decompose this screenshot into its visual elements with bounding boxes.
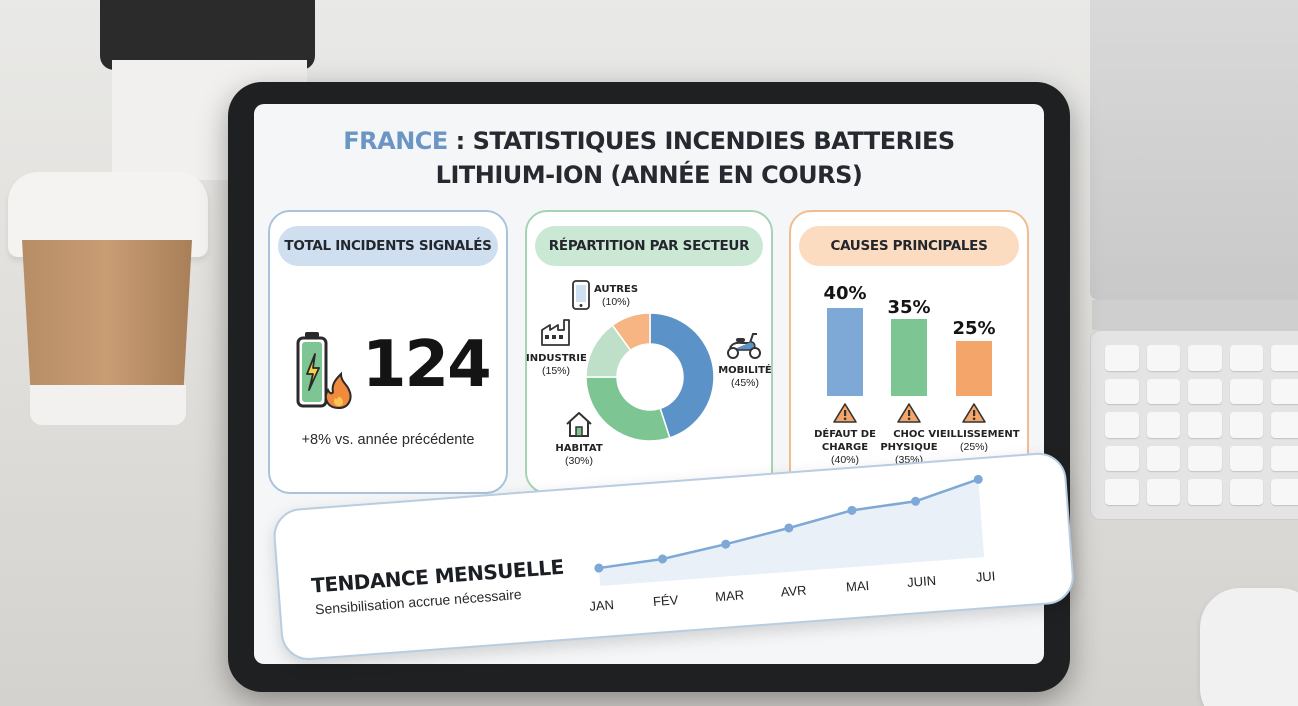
sector-label-mobilite: MOBILITÉ (45%) [714, 364, 776, 390]
cause-bar-vieillissement [956, 341, 992, 396]
factory-icon [541, 319, 570, 346]
phone-icon [572, 280, 590, 310]
title-line-2: LITHIUM-ION (ANNÉE EN COURS) [435, 161, 863, 189]
battery-fire-icon [296, 332, 352, 410]
monthly-trend-line-chart [594, 474, 985, 587]
total-incidents-change: +8% vs. année précédente [301, 432, 475, 448]
donut-slice-1 [585, 376, 671, 442]
month-label: AVR [780, 582, 808, 600]
month-label: MAR [714, 587, 745, 605]
sector-breakdown-card: RÉPARTITION PAR SECTEUR [525, 210, 773, 494]
cause-label-vieillissement: VIEILLISSEMENT (25%) [928, 428, 1020, 454]
cause-bar-charge [827, 308, 863, 396]
trend-point [594, 563, 604, 573]
trend-area [598, 479, 985, 587]
key [1188, 412, 1222, 438]
coffee-cup-bottom [30, 385, 186, 425]
key [1146, 345, 1181, 371]
warning-icon [962, 403, 986, 423]
key [1271, 378, 1298, 405]
cause-pct-label: 25% [952, 318, 996, 339]
cause-pct-label: 40% [823, 283, 867, 304]
key [1229, 412, 1264, 438]
sector-label-habitat: HABITAT (30%) [550, 442, 608, 468]
cause-pct-label: 35% [887, 297, 931, 318]
cause-sub: (25%) [959, 441, 988, 453]
key [1146, 479, 1181, 505]
coffee-cup-back-lid [100, 0, 315, 70]
trend-point [973, 474, 983, 484]
sector-pct-habitat: (30%) [564, 455, 593, 467]
month-label: MAI [845, 577, 870, 595]
mouse [1200, 588, 1298, 706]
cause-line2: PHYSIQUE [880, 442, 938, 453]
cause-bar-choc [891, 319, 927, 396]
key [1105, 378, 1139, 405]
cause-line1: CHOC [893, 429, 925, 440]
donut-slice-0 [649, 312, 715, 439]
donut-slice-3 [611, 312, 651, 352]
sector-pct-autres: (10%) [601, 296, 630, 308]
title-line-1: : STATISTIQUES INCENDIES BATTERIES [447, 127, 956, 155]
keyboard [1090, 330, 1298, 520]
trend-point [784, 523, 794, 533]
month-label: FÉV [652, 592, 679, 610]
key [1229, 479, 1264, 505]
key [1146, 412, 1181, 438]
key [1188, 345, 1222, 371]
cause-line1: VIEILLISSEMENT [928, 429, 1020, 440]
main-causes-heading: CAUSES PRINCIPALES [799, 226, 1019, 266]
key [1229, 345, 1264, 371]
cause-label-charge: DÉFAUT DE CHARGE (40%) [800, 428, 890, 467]
scooter-icon [727, 333, 761, 359]
trend-point [721, 539, 731, 549]
warning-icon [833, 403, 857, 423]
sector-breakdown-heading: RÉPARTITION PAR SECTEUR [535, 226, 763, 266]
key [1105, 412, 1139, 438]
month-label: JUI [975, 568, 996, 585]
key [1229, 445, 1264, 472]
key [1271, 445, 1298, 472]
total-incidents-value: 124 [362, 328, 492, 402]
sector-name-industrie: INDUSTRIE [526, 353, 587, 364]
house-icon [566, 412, 592, 437]
trend-point [658, 554, 668, 564]
monitor-base [1092, 300, 1298, 330]
sector-label-industrie: INDUSTRIE (15%) [526, 352, 587, 378]
warning-icon [897, 403, 921, 423]
trend-point [911, 496, 921, 506]
total-incidents-heading: TOTAL INCIDENTS SIGNALÉS [278, 226, 498, 266]
monthly-trend-card: TENDANCE MENSUELLE Sensibilisation accru… [271, 450, 1076, 662]
sector-donut-chart [585, 312, 715, 442]
key [1146, 445, 1181, 472]
key [1229, 378, 1264, 405]
page-title: FRANCE : STATISTIQUES INCENDIES BATTERIE… [254, 124, 1044, 192]
monitor-stand [1090, 0, 1298, 300]
key [1271, 345, 1298, 371]
trend-point [847, 505, 857, 515]
month-label: JAN [588, 597, 615, 614]
sector-label-autres: AUTRES (10%) [588, 283, 644, 309]
sector-pct-mobilite: (45%) [730, 377, 759, 389]
key [1146, 378, 1181, 405]
sector-pct-industrie: (15%) [541, 365, 570, 377]
cause-line2: CHARGE [821, 442, 869, 453]
key [1105, 345, 1139, 371]
key [1105, 479, 1139, 505]
key [1105, 445, 1139, 472]
total-incidents-card: TOTAL INCIDENTS SIGNALÉS [268, 210, 508, 494]
sector-name-autres: AUTRES [593, 284, 639, 295]
month-label: JUIN [906, 572, 937, 590]
title-accent: FRANCE [343, 127, 448, 155]
sector-name-mobilite: MOBILITÉ [718, 365, 772, 376]
key [1271, 412, 1298, 438]
key [1188, 378, 1222, 405]
key [1188, 479, 1222, 505]
cause-line1: DÉFAUT DE [814, 429, 876, 440]
cause-sub: (40%) [830, 454, 859, 466]
key [1271, 479, 1298, 505]
key [1188, 445, 1222, 472]
sector-name-habitat: HABITAT [555, 443, 603, 454]
